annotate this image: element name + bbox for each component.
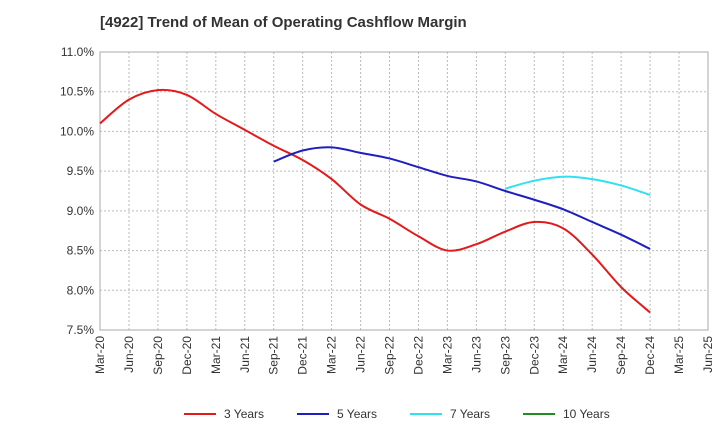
series-lines: [99, 88, 651, 314]
x-tick-label: Mar-21: [209, 336, 223, 374]
x-tick-label: Mar-25: [672, 336, 686, 374]
x-tick-label: Dec-21: [296, 336, 310, 375]
x-tick-label: Jun-20: [122, 336, 136, 373]
x-tick-label: Mar-20: [93, 336, 107, 374]
series-line-2: [505, 175, 651, 196]
x-tick-label: Jun-22: [354, 336, 368, 373]
x-tick-label: Jun-25: [701, 336, 715, 373]
x-tick-label: Dec-23: [527, 336, 541, 375]
legend-label: 5 Years: [337, 407, 377, 421]
y-tick-label: 8.5%: [67, 244, 95, 258]
x-tick-label: Jun-24: [585, 336, 599, 373]
y-tick-label: 11.0%: [61, 45, 94, 59]
y-tick-label: 8.0%: [67, 283, 95, 297]
x-tick-label: Mar-22: [325, 336, 339, 374]
legend: 3 Years 5 Years 7 Years 10 Years: [184, 407, 610, 421]
y-tick-label: 10.5%: [60, 85, 94, 99]
x-tick-label: Sep-22: [383, 336, 397, 375]
series-line-1: [273, 146, 651, 250]
y-tick-label: 7.5%: [67, 323, 95, 337]
y-tick-label: 9.0%: [67, 204, 95, 218]
legend-label: 10 Years: [563, 407, 610, 421]
x-tick-label: Jun-21: [238, 336, 252, 373]
x-tick-label: Sep-24: [614, 336, 628, 375]
x-tick-label: Sep-20: [151, 336, 165, 375]
x-tick-label: Sep-21: [267, 336, 281, 375]
chart-title: [4922] Trend of Mean of Operating Cashfl…: [100, 14, 467, 31]
x-tick-label: Dec-22: [411, 336, 425, 375]
x-tick-label: Mar-24: [556, 336, 570, 374]
plot-frame: [99, 51, 709, 331]
x-tick-label: Dec-20: [180, 336, 194, 375]
x-tick-label: Mar-23: [440, 336, 454, 374]
y-tick-label: 10.0%: [60, 124, 94, 138]
x-tick-label: Jun-23: [469, 336, 483, 373]
axes: 7.5% 8.0% 8.5% 9.0% 9.5% 10.0% 10.5% 11.0% Mar-2…: [60, 45, 715, 375]
legend-label: 7 Years: [450, 407, 490, 421]
grid: [99, 51, 709, 331]
x-tick-label: Dec-24: [643, 336, 657, 375]
y-tick-label: 9.5%: [67, 164, 95, 178]
x-tick-label: Sep-23: [498, 336, 512, 375]
legend-label: 3 Years: [224, 407, 264, 421]
series-line-0: [99, 88, 651, 314]
